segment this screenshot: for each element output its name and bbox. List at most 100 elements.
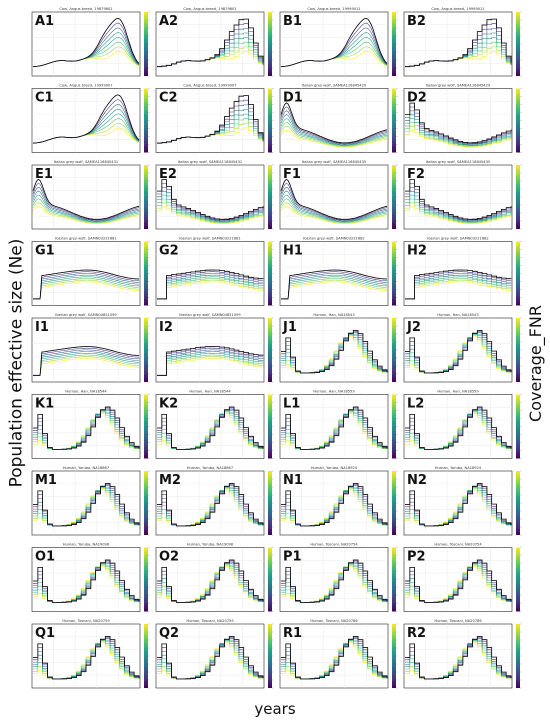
coverage-curve bbox=[32, 186, 140, 221]
reference-curve bbox=[280, 17, 388, 68]
colorbar bbox=[392, 471, 396, 535]
coverage-curve bbox=[280, 118, 388, 146]
reference-curve bbox=[281, 483, 388, 527]
colorbar bbox=[268, 471, 272, 535]
panel-label: N2 bbox=[407, 473, 427, 488]
panel-label: E2 bbox=[159, 167, 177, 182]
panel-title: Human, Yoruba, NA18924 bbox=[311, 466, 358, 470]
coverage-curve bbox=[32, 182, 140, 221]
colorbar bbox=[516, 624, 520, 688]
colorbar bbox=[144, 88, 148, 153]
reference-curve bbox=[157, 406, 264, 450]
panel-d2: Italian grey wolf, SAMEA116845429 D2 bbox=[403, 84, 522, 153]
panel-title: Human, Yoruba, NA18867 bbox=[187, 466, 233, 470]
colorbar bbox=[268, 318, 272, 382]
colorbar bbox=[392, 165, 396, 229]
panel-label: P2 bbox=[407, 550, 426, 565]
panel-m1: Human, Yoruba, NA18867 M1 bbox=[31, 466, 150, 536]
colorbar bbox=[516, 471, 520, 535]
panel-title: Human, Yoruba, NA18867 bbox=[63, 466, 109, 470]
panel-label: L2 bbox=[407, 397, 424, 412]
panel-o2: Human, Yoruba, NA19096 O2 bbox=[155, 543, 274, 612]
colorbar bbox=[392, 318, 396, 382]
colorbar bbox=[268, 394, 272, 459]
reference-curve bbox=[33, 559, 140, 603]
reference-curve bbox=[32, 17, 140, 68]
panel-title: Human, Han, NA18544 bbox=[65, 390, 107, 394]
colorbar bbox=[516, 241, 520, 306]
coverage-curve bbox=[33, 271, 140, 300]
reference-curve bbox=[281, 269, 388, 300]
panel-q1: Human, Toscani, NA20759 Q1 bbox=[31, 619, 150, 689]
coverage-curve bbox=[280, 129, 388, 148]
coverage-curve bbox=[405, 279, 512, 300]
coverage-curve bbox=[32, 190, 140, 222]
panel-a1: Cow, Angus breed, 19879801 A1 bbox=[31, 7, 150, 77]
coverage-curve bbox=[33, 349, 140, 376]
panel-title: Human, Toscani, NA20786 bbox=[434, 619, 482, 623]
panel-label: I2 bbox=[159, 320, 173, 335]
panel-label: A1 bbox=[35, 14, 54, 29]
panel-n2: Human, Yoruba, NA18924 N2 bbox=[403, 466, 522, 536]
colorbar bbox=[268, 624, 272, 688]
panel-l1: Human, Han, NA18559 L1 bbox=[279, 390, 398, 459]
coverage-curve bbox=[157, 276, 264, 300]
panel-title: Iberian grey wolf, SAMN04851099 bbox=[55, 313, 117, 317]
panel-d1: Italian grey wolf, SAMEA116845429 D1 bbox=[279, 84, 398, 153]
panel-title: Iberian grey wolf, SAMN03221682 bbox=[427, 237, 488, 241]
plot-frame bbox=[31, 241, 141, 306]
coverage-curve bbox=[281, 278, 387, 300]
panel-label: D1 bbox=[283, 91, 303, 106]
reference-curve bbox=[157, 559, 264, 603]
coverage-curve bbox=[33, 354, 139, 376]
colorbar bbox=[392, 624, 396, 688]
coverage-curve bbox=[33, 273, 140, 300]
coverage-curve bbox=[405, 278, 512, 300]
reference-curve bbox=[405, 483, 512, 527]
colorbar bbox=[144, 547, 148, 612]
panel-title: Human, Han, NA18543 bbox=[313, 313, 354, 317]
panel-label: I1 bbox=[35, 320, 49, 335]
colorbar bbox=[516, 165, 520, 229]
panel-a2: Cow, Angus breed, 19879801 A2 bbox=[155, 7, 274, 77]
panel-p1: Human, Toscani, NA20754 P1 bbox=[279, 543, 398, 612]
coverage-curve bbox=[405, 273, 512, 300]
reference-curve bbox=[157, 636, 264, 680]
colorbar bbox=[392, 241, 396, 306]
plot-frame bbox=[403, 11, 513, 77]
panel-label: G2 bbox=[159, 244, 179, 259]
panel-label: N1 bbox=[283, 473, 303, 488]
panel-title: Italian grey wolf, SAMEA116845435 bbox=[302, 160, 366, 164]
reference-curve bbox=[405, 636, 512, 680]
panel-title: Cow, Angus breed, 19999007 bbox=[59, 84, 112, 88]
coverage-curve bbox=[280, 182, 388, 221]
coverage-curve bbox=[32, 206, 140, 224]
reference-curve bbox=[405, 18, 512, 68]
panel-label: F1 bbox=[283, 167, 301, 182]
reference-curve bbox=[281, 330, 388, 374]
panel-label: J1 bbox=[282, 320, 297, 335]
panel-title: Cow, Angus breed, 19999011 bbox=[307, 7, 360, 11]
coverage-curve bbox=[281, 276, 388, 300]
coverage-curve bbox=[32, 202, 140, 224]
coverage-curve bbox=[33, 353, 140, 376]
panel-title: Human, Yoruba, NA19096 bbox=[63, 543, 110, 547]
panel-label: G1 bbox=[35, 244, 55, 259]
panel-title: Italian grey wolf, SAMEA116845431 bbox=[178, 160, 242, 164]
panel-title: Human, Han, NA18543 bbox=[437, 313, 478, 317]
panel-c1: Cow, Angus breed, 19999007 C1 bbox=[31, 84, 150, 153]
coverage-curve bbox=[405, 271, 512, 300]
colorbar bbox=[144, 394, 148, 459]
panel-label: Q1 bbox=[35, 626, 55, 641]
coverage-curve bbox=[280, 198, 388, 223]
reference-curve bbox=[281, 559, 388, 603]
panel-label: K2 bbox=[159, 397, 178, 412]
colorbar bbox=[144, 624, 148, 688]
panel-p2: Human, Toscani, NA20754 P2 bbox=[403, 543, 522, 612]
coverage-curve bbox=[281, 281, 388, 300]
colorbar bbox=[268, 241, 272, 306]
